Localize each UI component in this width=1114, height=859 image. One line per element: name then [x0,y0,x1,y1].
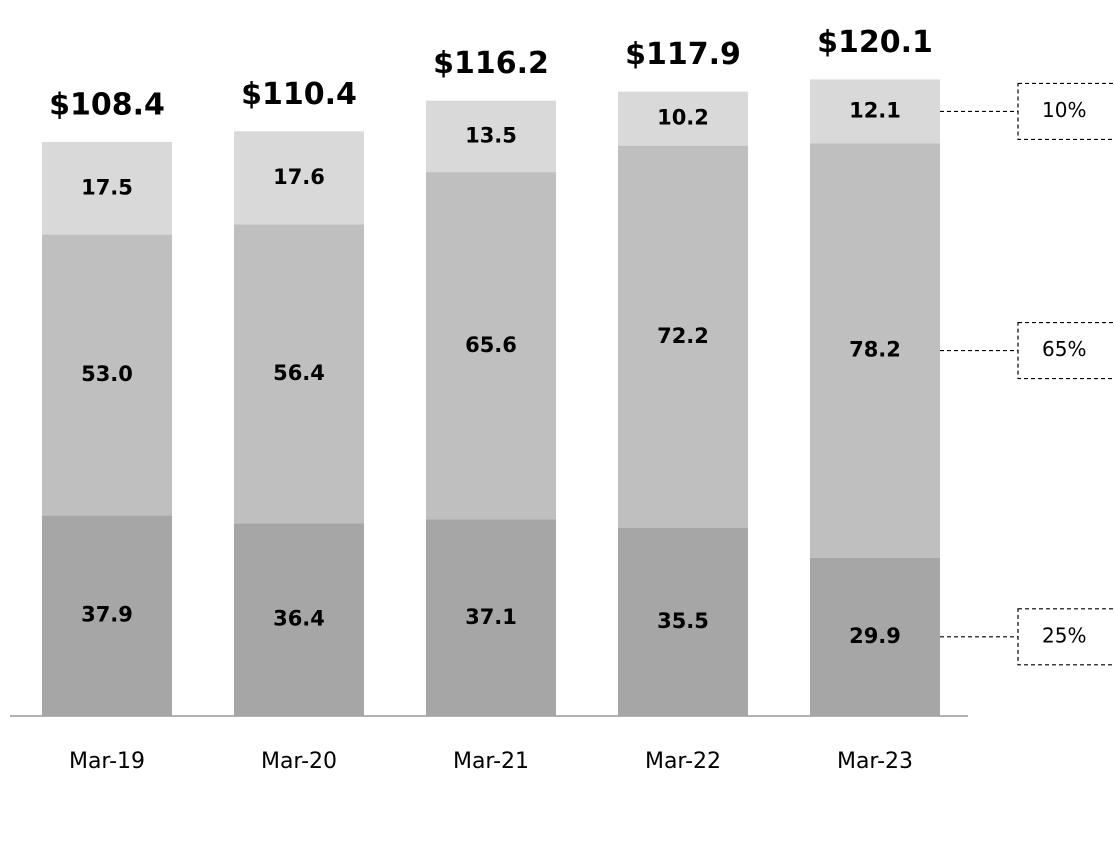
bar-segment [426,519,556,716]
bar-segment [234,523,364,716]
share-label: 25% [1042,623,1086,647]
value-label: 53.0 [81,362,133,386]
share-box [1017,82,1114,141]
bar-segment [234,224,364,524]
value-label: 36.4 [273,607,325,631]
value-label: 37.1 [465,605,517,629]
total-label: $120.1 [817,25,933,60]
bar-segment [810,143,940,558]
bar-segment [426,100,556,173]
total-label: $117.9 [625,37,741,72]
x-tick-label: Mar-22 [645,749,721,774]
x-tick-label: Mar-20 [261,749,337,774]
value-label: 37.9 [81,603,133,627]
bar-segment [42,234,172,516]
share-label: 65% [1042,337,1086,361]
value-label: 78.2 [849,338,901,362]
value-label: 35.5 [657,609,709,633]
value-label: 17.5 [81,175,133,199]
value-label: 56.4 [273,361,325,385]
x-tick-label: Mar-21 [453,749,529,774]
bar-segment [426,172,556,520]
value-label: 17.6 [273,165,325,189]
x-tick-label: Mar-23 [837,749,913,774]
bar-segment [810,79,940,144]
total-label: $110.4 [241,77,357,112]
bar-segment [618,527,748,716]
x-tick-label: Mar-19 [69,749,145,774]
value-label: 29.9 [849,624,901,648]
value-label: 12.1 [849,98,901,122]
value-label: 72.2 [657,324,709,348]
bar-segment [42,515,172,716]
value-label: 65.6 [465,333,517,357]
share-box [1017,321,1114,380]
value-label: 13.5 [465,123,517,147]
value-label: 10.2 [657,106,709,130]
bar-segment [618,145,748,528]
share-box [1017,608,1114,666]
bar-segment [810,557,940,716]
bar-segment [42,141,172,235]
share-label: 10% [1042,98,1086,122]
total-label: $116.2 [433,46,549,81]
bar-segment [234,131,364,225]
total-label: $108.4 [49,87,165,122]
bar-segment [618,91,748,146]
